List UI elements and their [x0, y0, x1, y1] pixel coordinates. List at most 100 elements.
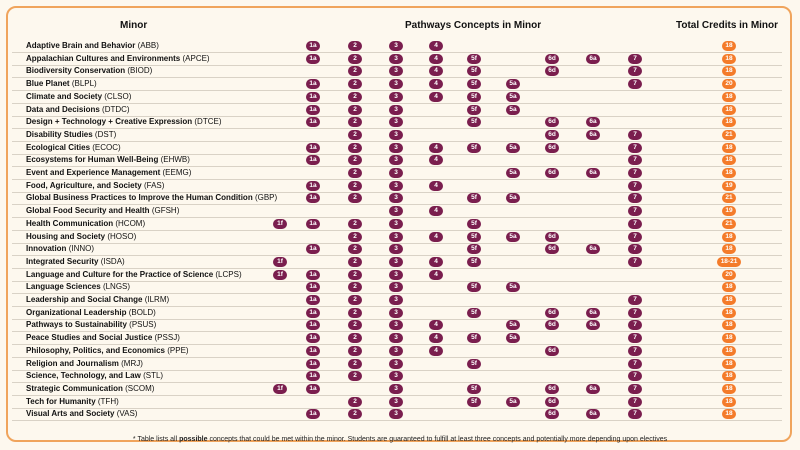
credits-badge: 21 — [722, 129, 736, 140]
row-divider — [12, 242, 782, 244]
concept-badge: 5f — [467, 142, 481, 153]
table-row: Ecosystems for Human Well-Being (EHWB) 1a… — [12, 154, 782, 168]
concept-badge: 7 — [628, 256, 642, 267]
table-row: Strategic Communication (SCOM) 1f 1a 3 5f 6d 6… — [12, 383, 782, 396]
credits-badge: 18 — [722, 371, 736, 382]
row-divider — [12, 306, 782, 307]
concept-badge: 6a — [586, 244, 600, 255]
minor-name: Ecological Cities (ECOC) — [26, 142, 121, 154]
concept-badge: 5f — [467, 79, 481, 90]
minor-name: Organizational Leadership (BOLD) — [26, 307, 156, 319]
concept-badge: 7 — [628, 180, 642, 191]
footnote: * Table lists all possible concepts that… — [0, 436, 800, 443]
concept-badge: 1f — [273, 218, 287, 229]
concept-badge: 1a — [306, 104, 320, 115]
concept-badge: 3 — [389, 91, 403, 102]
minor-name: Leadership and Social Change (ILRM) — [26, 294, 169, 306]
concept-badge: 3 — [389, 358, 403, 369]
concept-badge: 5f — [467, 53, 481, 64]
concept-badge: 5f — [467, 244, 481, 255]
credits-badge: 18 — [722, 53, 736, 64]
concept-badge: 5f — [467, 307, 481, 318]
concept-badge: 2 — [348, 104, 362, 115]
concept-badge: 1a — [306, 371, 320, 382]
concept-badge: 3 — [389, 193, 403, 204]
credits-badge: 18 — [722, 66, 736, 77]
table-row: Visual Arts and Society (VAS) 1a 2 3 6d 6a 7 18 — [12, 408, 782, 422]
table-row: Health Communication (HCOM) 1f 1a 2 3 5f 7 21 — [12, 218, 782, 231]
credits-badge: 18 — [722, 244, 736, 255]
concept-badge: 2 — [348, 295, 362, 305]
concept-badge: 4 — [429, 142, 443, 153]
row-divider — [12, 153, 782, 155]
minor-abbreviation: (DTDC) — [102, 104, 130, 114]
minor-abbreviation: (HCOM) — [115, 218, 146, 228]
concept-badge: 2 — [348, 396, 362, 407]
minor-name: Climate and Society (CLSO) — [26, 91, 131, 103]
credits-badge: 18 — [722, 295, 736, 305]
concept-badge: 1a — [306, 358, 320, 369]
concept-badge: 6d — [545, 383, 559, 394]
concept-badge: 5f — [467, 282, 481, 293]
concept-badge: 1a — [306, 155, 320, 166]
row-divider — [12, 115, 782, 117]
concept-badge: 7 — [628, 142, 642, 153]
minor-name: Disability Studies (DST) — [26, 129, 116, 141]
concept-badge: 7 — [628, 66, 642, 77]
credits-badge: 18 — [722, 345, 736, 356]
concept-badge: 7 — [628, 231, 642, 242]
concept-badge: 2 — [348, 244, 362, 255]
table-row: Language and Culture for the Practice of… — [12, 269, 782, 282]
minor-abbreviation: (TFH) — [97, 396, 119, 406]
minor-title: Religion and Journalism — [26, 358, 119, 368]
minor-abbreviation: (LNGS) — [102, 282, 131, 292]
concept-badge: 7 — [628, 345, 642, 356]
footnote-bold: possible — [179, 436, 208, 443]
concept-badge: 3 — [389, 396, 403, 407]
concept-badge: 2 — [348, 129, 362, 140]
minor-name: Religion and Journalism (MRJ) — [26, 358, 143, 370]
concept-badge: 6a — [586, 307, 600, 318]
concept-badge: 3 — [389, 104, 403, 115]
concept-badge: 5f — [467, 231, 481, 242]
table-row: Science, Technology, and Law (STL) 1a 2 3 7 1… — [12, 370, 782, 384]
minor-title: Peace Studies and Social Justice — [26, 333, 153, 343]
minor-name: Adaptive Brain and Behavior (ABB) — [26, 40, 159, 52]
minor-name: Integrated Security (ISDA) — [26, 256, 125, 268]
concept-badge: 6a — [586, 383, 600, 394]
minor-abbreviation: (BOLD) — [128, 307, 156, 317]
concept-badge: 7 — [628, 53, 642, 64]
concept-badge: 5a — [506, 168, 520, 178]
concept-badge: 6d — [545, 320, 559, 331]
concept-badge: 1a — [306, 345, 320, 356]
concept-badge: 3 — [389, 168, 403, 178]
minor-abbreviation: (BIOD) — [127, 66, 153, 76]
credits-badge: 18 — [722, 320, 736, 331]
table-row: Innovation (INNO) 1a 2 3 5f 6d 6a 7 18 — [12, 243, 782, 257]
minor-title: Tech for Humanity — [26, 396, 96, 406]
concept-badge: 2 — [348, 168, 362, 178]
concept-badge: 5f — [467, 396, 481, 407]
concept-badge: 1a — [306, 244, 320, 255]
concept-badge: 2 — [348, 282, 362, 293]
concept-badge: 5f — [467, 91, 481, 102]
credits-badge: 20 — [722, 79, 736, 90]
concept-badge: 2 — [348, 193, 362, 204]
credits-badge: 18 — [722, 396, 736, 407]
concept-badge: 7 — [628, 206, 642, 217]
concept-badge: 7 — [628, 218, 642, 229]
table-row: Global Business Practices to Improve the… — [12, 192, 782, 206]
concept-badge: 7 — [628, 193, 642, 204]
concept-badge: 1f — [273, 269, 287, 280]
concept-badge: 7 — [628, 333, 642, 344]
minor-name: Housing and Society (HOSO) — [26, 231, 136, 243]
row-divider — [12, 140, 782, 142]
concept-badge: 4 — [429, 333, 443, 344]
minor-name: Ecosystems for Human Well-Being (EHWB) — [26, 154, 190, 166]
row-divider — [12, 77, 782, 79]
concept-badge: 1a — [306, 383, 320, 394]
concept-badge: 1a — [306, 295, 320, 305]
minor-abbreviation: (ABB) — [137, 41, 159, 50]
concept-badge: 7 — [628, 307, 642, 318]
concept-badge: 7 — [628, 409, 642, 420]
